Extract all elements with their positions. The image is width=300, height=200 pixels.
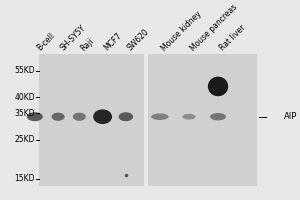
Text: 15KD: 15KD [14,174,35,183]
Text: 40KD: 40KD [14,93,35,102]
Text: MCF7: MCF7 [103,32,124,53]
Text: SW620: SW620 [126,28,151,53]
Ellipse shape [52,113,64,121]
Ellipse shape [210,113,226,120]
Ellipse shape [208,77,228,96]
Text: 25KD: 25KD [14,135,35,144]
Ellipse shape [73,113,86,121]
Text: 55KD: 55KD [14,66,35,75]
Text: Rat liver: Rat liver [218,24,247,53]
Text: Mouse kidney: Mouse kidney [160,9,204,53]
Text: B-cell: B-cell [35,32,56,53]
Text: Mouse pancreas: Mouse pancreas [189,2,239,53]
Bar [39,54,144,186]
Ellipse shape [118,112,133,121]
Bar [144,54,148,186]
Text: Raji: Raji [79,36,96,53]
Text: 35KD: 35KD [14,109,35,118]
Text: AIP: AIP [284,112,297,121]
Ellipse shape [27,112,43,121]
Text: SH-SY5Y: SH-SY5Y [58,24,87,53]
Ellipse shape [182,114,196,120]
Ellipse shape [151,113,169,120]
Ellipse shape [93,109,112,124]
Bar [148,54,257,186]
